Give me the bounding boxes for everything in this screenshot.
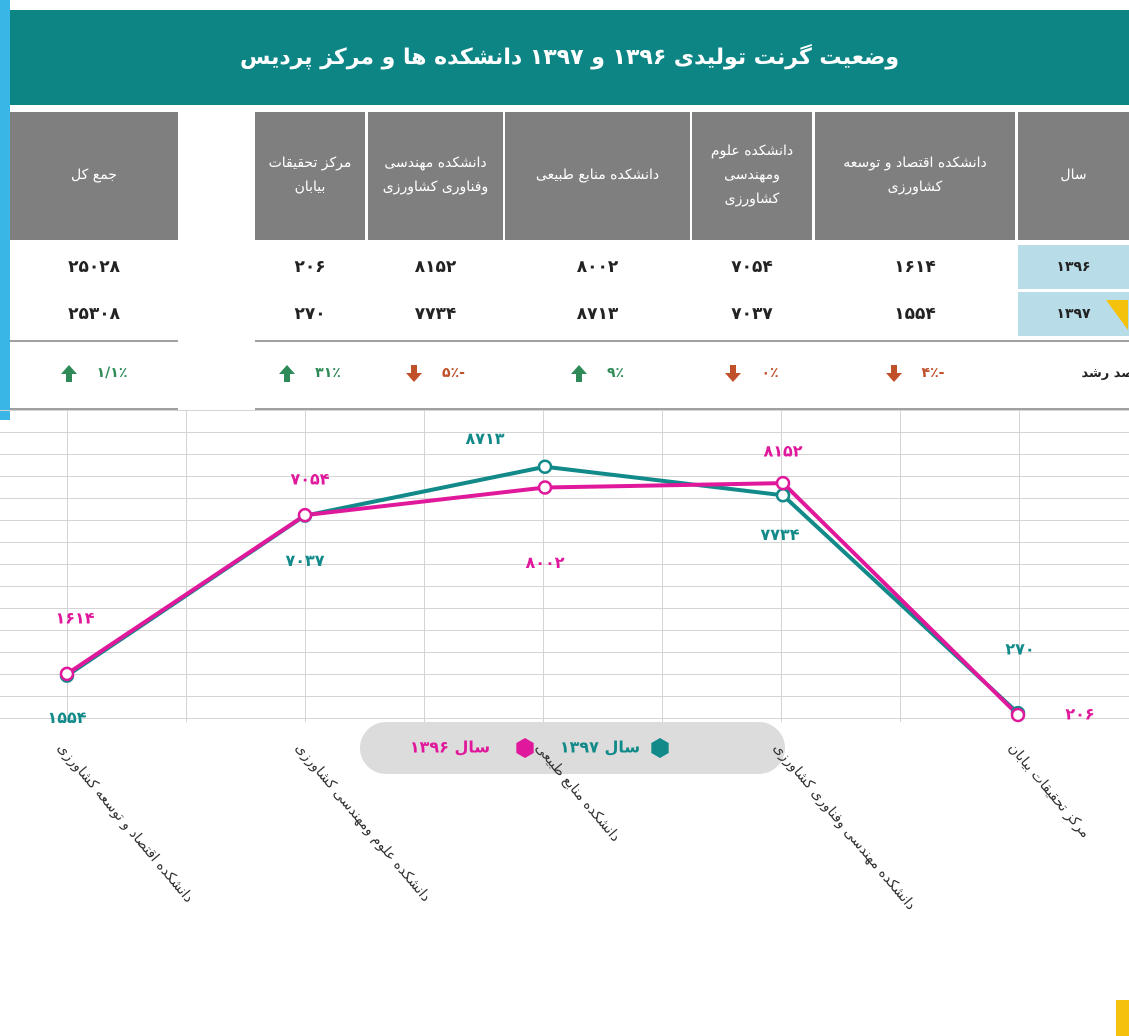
arrow-down [406,364,423,382]
x-tick-label: دانشکده علوم ومهندسی کشاورزی [292,740,434,905]
column-header: دانشکده علوم ومهندسی کشاورزی [692,112,812,240]
column-header: سال [1018,112,1129,240]
data-label: ۱۵۵۴ [47,708,86,727]
column-header: دانشکده مهندسی وفناوری کشاورزی [368,112,503,240]
column-header: جمع کل [10,112,178,240]
data-label: ۲۷۰ [1005,640,1034,659]
growth-cell: ۰٪ [692,352,812,394]
point-marker [297,507,313,523]
series-line [65,464,1020,715]
growth-cell: ۳۱٪ [255,352,365,394]
header-text: جمع کل [71,167,117,184]
side-strip [0,0,10,420]
growth-cell: ۹٪ [505,352,690,394]
x-tick-label: مرکز تحقیقات بیابان [1005,740,1093,841]
value-cell: ۸۰۰۲ [576,257,619,277]
data-label: ۸۷۱۳ [465,429,504,448]
value-cell: ۸۷۱۳ [576,304,619,324]
data-label: ۷۷۳۴ [760,525,799,544]
legend-label: سال ۱۳۹۶ [410,738,490,757]
row-rule [255,408,1129,410]
growth-value: ۱/۱٪ [96,365,128,381]
header-text: دانشکده مهندسی وفناوری کشاورزی [382,155,489,195]
header-text: دانشکده اقتصاد و توسعه کشاورزی [843,155,987,195]
arrow-up [60,364,77,382]
corner-mark [1106,300,1128,330]
data-label: ۸۰۰۲ [525,553,564,572]
growth-cell: -۴٪ [815,352,1015,394]
row-rule [10,340,178,342]
growth-value: ۹٪ [606,365,625,381]
header-text: دانشکده علوم ومهندسی کشاورزی [710,143,794,207]
value-cell: ۲۵۰۲۸ [68,257,120,277]
legend-label: سال ۱۳۹۷ [560,738,640,757]
arrow-down [885,364,902,382]
x-tick-label: دانشکده اقتصاد و توسعه کشاورزی [54,740,197,906]
value-cell: ۸۱۵۲ [414,257,457,277]
row-rule [255,340,1129,342]
point-marker [775,488,791,503]
header-text: مرکز تحقیقات بیابان [268,155,352,195]
growth-label: درصد رشد [1081,365,1129,381]
column-header: مرکز تحقیقات بیابان [255,112,365,240]
growth-cell: -۵٪ [368,352,503,394]
value-cell: ۲۵۳۰۸ [68,304,120,324]
point-marker [1010,707,1026,723]
point-marker [775,475,791,491]
title-banner: وضعیت گرنت تولیدی ۱۳۹۶ و ۱۳۹۷ دانشکده ها… [10,10,1129,105]
growth-value: -۵٪ [442,365,465,381]
x-tick-label: دانشکده مهندسی وفناوری کشاورزی [770,740,919,913]
value-cell: ۱۶۱۴ [894,257,936,277]
point-marker [537,459,553,474]
legend-box [360,722,785,774]
grid [0,410,1129,722]
growth-value: ۳۱٪ [315,365,341,381]
arrow-up [279,364,296,382]
legend-swatch [651,738,669,758]
corner-mark [1116,1000,1129,1036]
growth-value: ۰٪ [761,365,779,381]
data-label: ۸۱۵۲ [763,442,802,461]
value-cell: ۲۷۰ [294,304,326,324]
growth-cell: ۱/۱٪ [10,352,178,394]
year-cell: ۱۳۹۶ [1018,245,1129,289]
title: وضعیت گرنت تولیدی ۱۳۹۶ و ۱۳۹۷ دانشکده ها… [239,45,900,70]
data-label: ۷۰۵۴ [290,470,329,489]
growth-value: -۴٪ [921,365,945,381]
arrow-up [570,364,587,382]
data-label: ۷۰۳۷ [285,551,324,570]
column-header: دانشکده منابع طبیعی [505,112,690,240]
point-marker [59,666,75,682]
value-cell: ۲۰۶ [294,257,326,277]
point-marker [537,480,553,495]
data-label: ۲۰۶ [1065,704,1094,723]
data-label: ۱۶۱۴ [55,608,94,627]
row-rule [10,408,178,410]
value-cell: ۷۰۵۴ [731,257,773,277]
value-cell: ۷۷۳۴ [414,304,457,324]
legend-swatch [516,738,534,758]
arrow-down [725,364,742,382]
header-text: سال [1060,167,1087,184]
value-cell: ۷۰۳۷ [731,304,773,324]
series-line [65,481,1020,717]
value-cell: ۱۵۵۴ [894,304,936,324]
header-text: دانشکده منابع طبیعی [535,167,660,184]
column-header: دانشکده اقتصاد و توسعه کشاورزی [815,112,1015,240]
